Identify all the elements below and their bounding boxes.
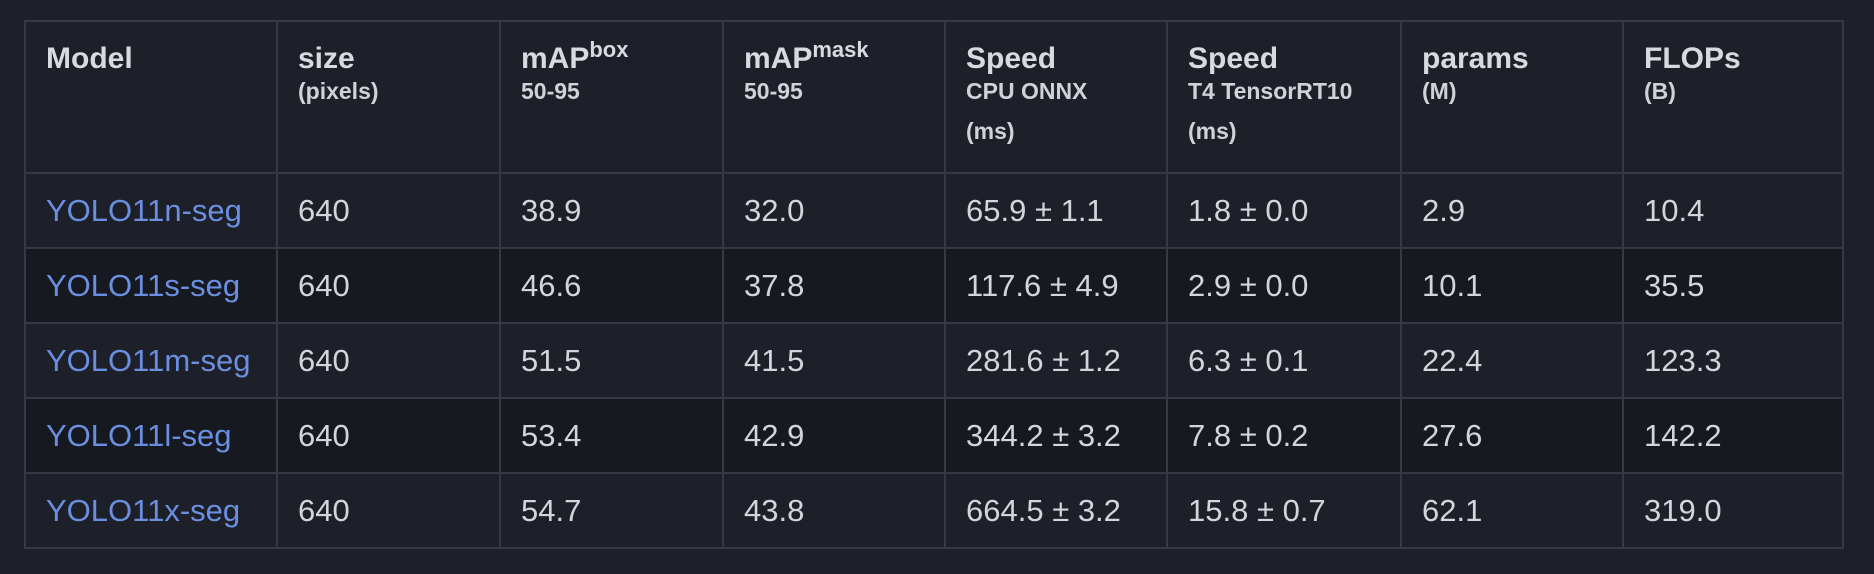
model-link[interactable]: YOLO11l-seg — [46, 417, 232, 453]
column-header-superscript: mask — [812, 37, 869, 62]
model-performance-table: Model size (pixels) mAPbox 50-95 mAPmask 50-95… — [24, 20, 1844, 549]
table-container: Model size (pixels) mAPbox 50-95 mAPmask 50-95… — [24, 20, 1844, 549]
table-cell-speed-cpu: 281.6 ± 1.2 — [944, 322, 1168, 399]
table-cell-speed-cpu: 344.2 ± 3.2 — [944, 397, 1168, 474]
table-cell-model: YOLO11n-seg — [24, 172, 278, 249]
column-header-subtitle: (M) — [1422, 78, 1457, 104]
column-header-main-text: mAP — [521, 42, 590, 75]
column-header-main-text: Model — [46, 42, 133, 75]
column-header-speed-cpu: Speed CPU ONNX (ms) — [944, 20, 1168, 174]
column-header-title: FLOPs — [1644, 42, 1822, 75]
column-header-title: size — [298, 42, 479, 75]
column-header-title: Model — [46, 42, 256, 75]
table-cell-speed-cpu: 664.5 ± 3.2 — [944, 472, 1168, 549]
table-cell-size: 640 — [276, 472, 501, 549]
table-cell-speed-t4: 2.9 ± 0.0 — [1166, 247, 1402, 324]
column-header-title: params — [1422, 42, 1602, 75]
model-link[interactable]: YOLO11m-seg — [46, 342, 251, 378]
column-header-subtitle: (B) — [1644, 78, 1676, 104]
table-cell-speed-t4: 7.8 ± 0.2 — [1166, 397, 1402, 474]
table-cell-map-mask: 41.5 — [722, 322, 946, 399]
table-cell-speed-cpu: 65.9 ± 1.1 — [944, 172, 1168, 249]
table-cell-map-mask: 43.8 — [722, 472, 946, 549]
table-cell-map-box: 51.5 — [499, 322, 724, 399]
column-header-subtitle: (pixels) — [298, 78, 379, 104]
table-cell-map-box: 53.4 — [499, 397, 724, 474]
column-header-subtitle: CPU ONNX — [966, 78, 1088, 104]
table-cell-size: 640 — [276, 247, 501, 324]
column-header-subtitle: 50-95 — [521, 78, 580, 104]
column-header-main-text: Speed — [1188, 42, 1279, 75]
table-cell-map-mask: 42.9 — [722, 397, 946, 474]
table-header: Model size (pixels) mAPbox 50-95 mAPmask 50-95… — [24, 20, 1844, 174]
table-cell-flops: 123.3 — [1622, 322, 1844, 399]
table-cell-size: 640 — [276, 322, 501, 399]
table-cell-flops: 10.4 — [1622, 172, 1844, 249]
column-header-title: Speed — [966, 42, 1146, 75]
column-header-subtitle: 50-95 — [744, 78, 803, 104]
table-cell-flops: 35.5 — [1622, 247, 1844, 324]
table-cell-speed-t4: 1.8 ± 0.0 — [1166, 172, 1402, 249]
table-row: YOLO11l-seg 640 53.4 42.9 344.2 ± 3.2 7.8 ± 0… — [24, 397, 1844, 474]
model-link[interactable]: YOLO11n-seg — [46, 192, 242, 228]
table-cell-params: 62.1 — [1400, 472, 1624, 549]
table-cell-params: 22.4 — [1400, 322, 1624, 399]
column-header-main-text: FLOPs — [1644, 42, 1741, 75]
model-link[interactable]: YOLO11s-seg — [46, 267, 241, 303]
column-header-main-text: params — [1422, 42, 1529, 75]
column-header-unit: (ms) — [1188, 117, 1237, 144]
table-cell-params: 27.6 — [1400, 397, 1624, 474]
column-header-main-text: mAP — [744, 42, 813, 75]
table-cell-speed-t4: 6.3 ± 0.1 — [1166, 322, 1402, 399]
table-cell-map-mask: 37.8 — [722, 247, 946, 324]
model-link[interactable]: YOLO11x-seg — [46, 492, 241, 528]
table-cell-map-box: 46.6 — [499, 247, 724, 324]
column-header-size: size (pixels) — [276, 20, 501, 174]
table-cell-params: 2.9 — [1400, 172, 1624, 249]
table-cell-speed-cpu: 117.6 ± 4.9 — [944, 247, 1168, 324]
column-header-speed-t4: Speed T4 TensorRT10 (ms) — [1166, 20, 1402, 174]
table-cell-size: 640 — [276, 172, 501, 249]
table-cell-model: YOLO11m-seg — [24, 322, 278, 399]
column-header-model: Model — [24, 20, 278, 174]
column-header-title: Speed — [1188, 42, 1380, 75]
column-header-title: mAPbox — [521, 37, 702, 75]
header-row: Model size (pixels) mAPbox 50-95 mAPmask 50-95… — [24, 20, 1844, 174]
column-header-unit: (ms) — [966, 117, 1015, 144]
table-row: YOLO11s-seg 640 46.6 37.8 117.6 ± 4.9 2.9 ± 0… — [24, 247, 1844, 324]
table-body: YOLO11n-seg 640 38.9 32.0 65.9 ± 1.1 1.8 ± 0.… — [24, 172, 1844, 549]
column-header-main-text: Speed — [966, 42, 1057, 75]
table-cell-model: YOLO11x-seg — [24, 472, 278, 549]
table-cell-speed-t4: 15.8 ± 0.7 — [1166, 472, 1402, 549]
table-cell-map-box: 38.9 — [499, 172, 724, 249]
column-header-title: mAPmask — [744, 37, 924, 75]
table-cell-size: 640 — [276, 397, 501, 474]
table-row: YOLO11x-seg 640 54.7 43.8 664.5 ± 3.2 15.8 ± … — [24, 472, 1844, 549]
table-cell-model: YOLO11l-seg — [24, 397, 278, 474]
table-row: YOLO11n-seg 640 38.9 32.0 65.9 ± 1.1 1.8 ± 0.… — [24, 172, 1844, 249]
column-header-map-box: mAPbox 50-95 — [499, 20, 724, 174]
column-header-flops: FLOPs (B) — [1622, 20, 1844, 174]
column-header-main-text: size — [298, 42, 355, 75]
table-cell-params: 10.1 — [1400, 247, 1624, 324]
table-cell-map-mask: 32.0 — [722, 172, 946, 249]
table-cell-map-box: 54.7 — [499, 472, 724, 549]
column-header-params: params (M) — [1400, 20, 1624, 174]
table-cell-flops: 319.0 — [1622, 472, 1844, 549]
table-cell-model: YOLO11s-seg — [24, 247, 278, 324]
table-cell-flops: 142.2 — [1622, 397, 1844, 474]
table-row: YOLO11m-seg 640 51.5 41.5 281.6 ± 1.2 6.3 ± 0… — [24, 322, 1844, 399]
column-header-superscript: box — [589, 37, 629, 62]
column-header-map-mask: mAPmask 50-95 — [722, 20, 946, 174]
column-header-subtitle: T4 TensorRT10 — [1188, 78, 1353, 104]
